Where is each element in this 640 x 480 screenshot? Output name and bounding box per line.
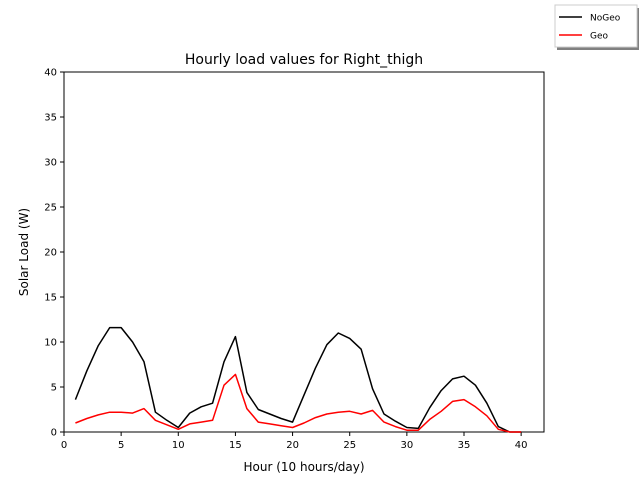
x-tick-label: 35 [458, 440, 471, 451]
legend: NoGeo Geo [554, 4, 639, 50]
y-tick-label: 5 [51, 383, 57, 394]
x-tick-label: 15 [229, 440, 242, 451]
legend-box [554, 4, 638, 48]
plot-area [63, 71, 545, 433]
x-axis: 0 5 10 15 20 25 30 35 40 [61, 432, 528, 451]
x-tick-label: 25 [343, 440, 356, 451]
y-axis: 0 5 10 15 20 25 30 35 40 [44, 68, 64, 439]
x-tick-label: 10 [172, 440, 185, 451]
y-tick-label: 35 [44, 113, 57, 124]
x-tick-label: 20 [286, 440, 299, 451]
y-tick-label: 20 [44, 248, 57, 259]
legend-label-geo: Geo [590, 32, 609, 42]
y-tick-label: 0 [51, 428, 57, 439]
series-line-geo [75, 373, 522, 433]
legend-label-nogeo: NoGeo [590, 14, 621, 24]
y-tick-label: 30 [44, 158, 57, 169]
x-tick-label: 0 [61, 440, 67, 451]
x-axis-label: Hour (10 hours/day) [243, 460, 364, 474]
plot-frame [63, 71, 545, 433]
x-tick-label: 40 [515, 440, 528, 451]
y-tick-label: 15 [44, 293, 57, 304]
chart-title: Hourly load values for Right_thigh [185, 52, 423, 68]
y-tick-label: 40 [44, 68, 57, 79]
x-tick-label: 5 [118, 440, 124, 451]
y-tick-label: 10 [44, 338, 57, 349]
series-line-nogeo [74, 326, 522, 433]
y-axis-label: Solar Load (W) [17, 208, 31, 296]
x-tick-label: 30 [400, 440, 413, 451]
series-layer [74, 326, 522, 433]
y-tick-label: 25 [44, 203, 57, 214]
